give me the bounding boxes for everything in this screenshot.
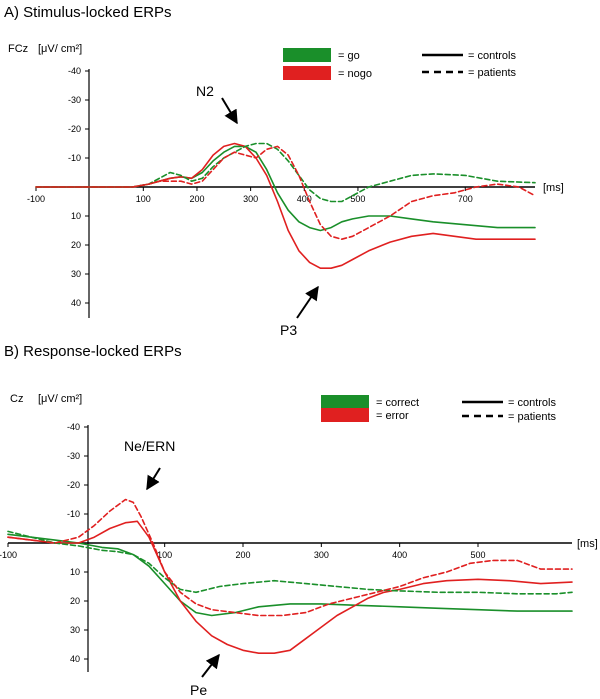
x-tick-label: 700 bbox=[458, 194, 473, 204]
y-tick-label: -40 bbox=[68, 66, 81, 76]
panel-a: A) Stimulus-locked ERPs FCz [μV/ cm²] [m… bbox=[4, 4, 564, 338]
x-tick-label: -100 bbox=[27, 194, 45, 204]
y-tick-label: -10 bbox=[67, 509, 80, 519]
panel-b-channel-label: Cz bbox=[10, 393, 23, 405]
y-tick-label: 20 bbox=[71, 240, 81, 250]
y-tick-label: 10 bbox=[71, 211, 81, 221]
x-tick-label: 100 bbox=[136, 194, 151, 204]
series-line-solid bbox=[7, 520, 573, 654]
y-tick-label: -20 bbox=[68, 124, 81, 134]
panel-a-unit-label: [μV/ cm²] bbox=[38, 43, 82, 55]
legend-label-nogo: = nogo bbox=[338, 68, 372, 80]
series-line-dashed bbox=[7, 530, 573, 595]
y-tick-label: -10 bbox=[68, 153, 81, 163]
y-tick-label: -30 bbox=[68, 95, 81, 105]
y-tick-label: -40 bbox=[67, 422, 80, 432]
legend-label-go: = go bbox=[338, 50, 360, 62]
panel-b-unit-label: [μV/ cm²] bbox=[38, 393, 82, 405]
ne-ern-arrow bbox=[146, 467, 161, 491]
legend-label-patients: = patients bbox=[468, 67, 517, 79]
annotation-p3: P3 bbox=[280, 322, 297, 338]
x-tick-label: 200 bbox=[235, 550, 250, 560]
y-tick-label: 40 bbox=[70, 654, 80, 664]
y-tick-label: 20 bbox=[70, 596, 80, 606]
p3-arrow bbox=[296, 285, 319, 319]
x-tick-label: 400 bbox=[392, 550, 407, 560]
x-tick-label: -100 bbox=[0, 550, 17, 560]
legend-swatch-correct bbox=[321, 395, 369, 409]
annotation-pe: Pe bbox=[190, 682, 207, 698]
legend-swatch-nogo bbox=[283, 66, 331, 80]
panel-a-channel-label: FCz bbox=[8, 43, 28, 55]
legend-label-controls-b: = controls bbox=[508, 397, 556, 409]
panel-b-x-unit: [ms] bbox=[577, 538, 598, 550]
y-tick-label: 40 bbox=[71, 298, 81, 308]
legend-label-correct: = correct bbox=[376, 397, 419, 409]
legend-label-error: = error bbox=[376, 410, 409, 422]
x-tick-label: 300 bbox=[243, 194, 258, 204]
series-line-dashed bbox=[7, 498, 573, 617]
pe-arrow bbox=[201, 653, 220, 678]
legend-label-patients-b: = patients bbox=[508, 411, 557, 423]
series-line-dashed bbox=[35, 142, 536, 203]
y-tick-label: -20 bbox=[67, 480, 80, 490]
series-line-dashed bbox=[35, 145, 536, 240]
x-tick-label: 400 bbox=[297, 194, 312, 204]
panel-a-title: A) Stimulus-locked ERPs bbox=[4, 4, 172, 21]
legend-swatch-error bbox=[321, 408, 369, 422]
panel-a-x-unit: [ms] bbox=[543, 182, 564, 194]
x-tick-label: 300 bbox=[314, 550, 329, 560]
panel-b-title: B) Response-locked ERPs bbox=[4, 343, 182, 360]
x-tick-label: 500 bbox=[350, 194, 365, 204]
legend-swatch-go bbox=[283, 48, 331, 62]
legend-label-controls: = controls bbox=[468, 50, 516, 62]
n2-arrow bbox=[221, 97, 238, 125]
y-tick-label: 30 bbox=[70, 625, 80, 635]
annotation-n2: N2 bbox=[196, 83, 214, 99]
panel-b: B) Response-locked ERPs Cz [μV/ cm²] [ms… bbox=[0, 343, 598, 698]
x-tick-label: 100 bbox=[157, 550, 172, 560]
series-line-solid bbox=[7, 533, 573, 617]
annotation-ne-ern: Ne/ERN bbox=[124, 438, 175, 454]
y-tick-label: 10 bbox=[70, 567, 80, 577]
x-tick-label: 200 bbox=[189, 194, 204, 204]
y-tick-label: 30 bbox=[71, 269, 81, 279]
y-tick-label: -30 bbox=[67, 451, 80, 461]
x-tick-label: 500 bbox=[470, 550, 485, 560]
